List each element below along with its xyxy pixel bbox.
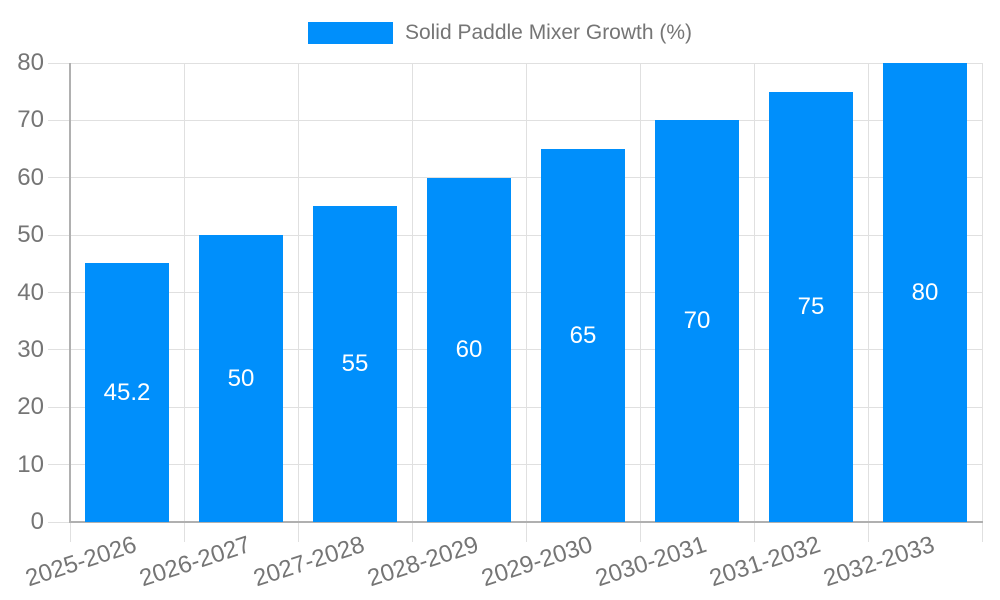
- bar-value-label: 50: [227, 364, 255, 392]
- bar-value-label: 75: [797, 293, 825, 320]
- x-axis-label: 2025-2026: [22, 531, 141, 593]
- bar-value-label: 65: [569, 321, 597, 349]
- legend-marker[interactable]: [307, 22, 393, 44]
- y-gridline: [48, 119, 982, 121]
- x-axis-label: 2027-2028: [250, 531, 369, 593]
- y-axis-line: [69, 63, 71, 522]
- y-gridline: [48, 349, 982, 351]
- bar-value-label: 80: [911, 278, 939, 306]
- y-axis-label: 80: [17, 49, 44, 76]
- x-axis-label: 2026-2027: [136, 531, 255, 593]
- y-axis-label: 20: [17, 393, 44, 421]
- y-gridline: [48, 406, 982, 408]
- x-gridline: [753, 63, 755, 542]
- bar[interactable]: 50: [199, 235, 283, 522]
- x-gridline: [411, 63, 413, 542]
- y-axis-label: 10: [17, 450, 44, 478]
- x-gridline: [639, 63, 641, 542]
- bar[interactable]: 65: [541, 149, 625, 522]
- bar[interactable]: 80: [883, 63, 967, 522]
- y-axis-label: 30: [17, 335, 44, 363]
- y-gridline: [48, 292, 982, 293]
- x-axis-label: 2029-2030: [478, 531, 597, 593]
- bar[interactable]: 70: [655, 120, 739, 522]
- y-gridline: [48, 464, 982, 466]
- y-gridline: [48, 234, 982, 236]
- y-axis-label: 70: [17, 106, 44, 134]
- bar-value-label: 60: [455, 336, 483, 363]
- y-axis-label: 40: [17, 278, 44, 306]
- x-gridline: [183, 63, 185, 542]
- bar-value-label: 45.2: [103, 378, 151, 406]
- x-axis-label: 2030-2031: [592, 531, 711, 593]
- legend[interactable]: Solid Paddle Mixer Growth (%): [0, 20, 1000, 46]
- x-axis-label: 2031-2032: [706, 531, 825, 593]
- bar[interactable]: 45.2: [85, 263, 169, 522]
- x-axis-line: [69, 521, 983, 523]
- bar[interactable]: 55: [313, 206, 397, 522]
- legend-label: Solid Paddle Mixer Growth (%): [404, 21, 693, 44]
- y-gridline: [48, 177, 982, 179]
- x-axis-label: 2028-2029: [364, 531, 483, 593]
- x-gridline: [525, 63, 527, 542]
- x-gridline: [981, 63, 983, 542]
- x-gridline: [297, 63, 299, 542]
- y-axis-label: 0: [30, 508, 44, 535]
- y-axis-label: 50: [17, 221, 44, 249]
- y-gridline: [48, 62, 982, 64]
- y-axis-label: 60: [17, 163, 44, 191]
- bar[interactable]: 75: [769, 92, 853, 522]
- bar-value-label: 70: [683, 307, 711, 334]
- x-axis-label: 2032-2033: [820, 531, 939, 593]
- x-gridline: [867, 63, 869, 542]
- bar-value-label: 55: [341, 350, 369, 377]
- bar[interactable]: 60: [427, 178, 511, 522]
